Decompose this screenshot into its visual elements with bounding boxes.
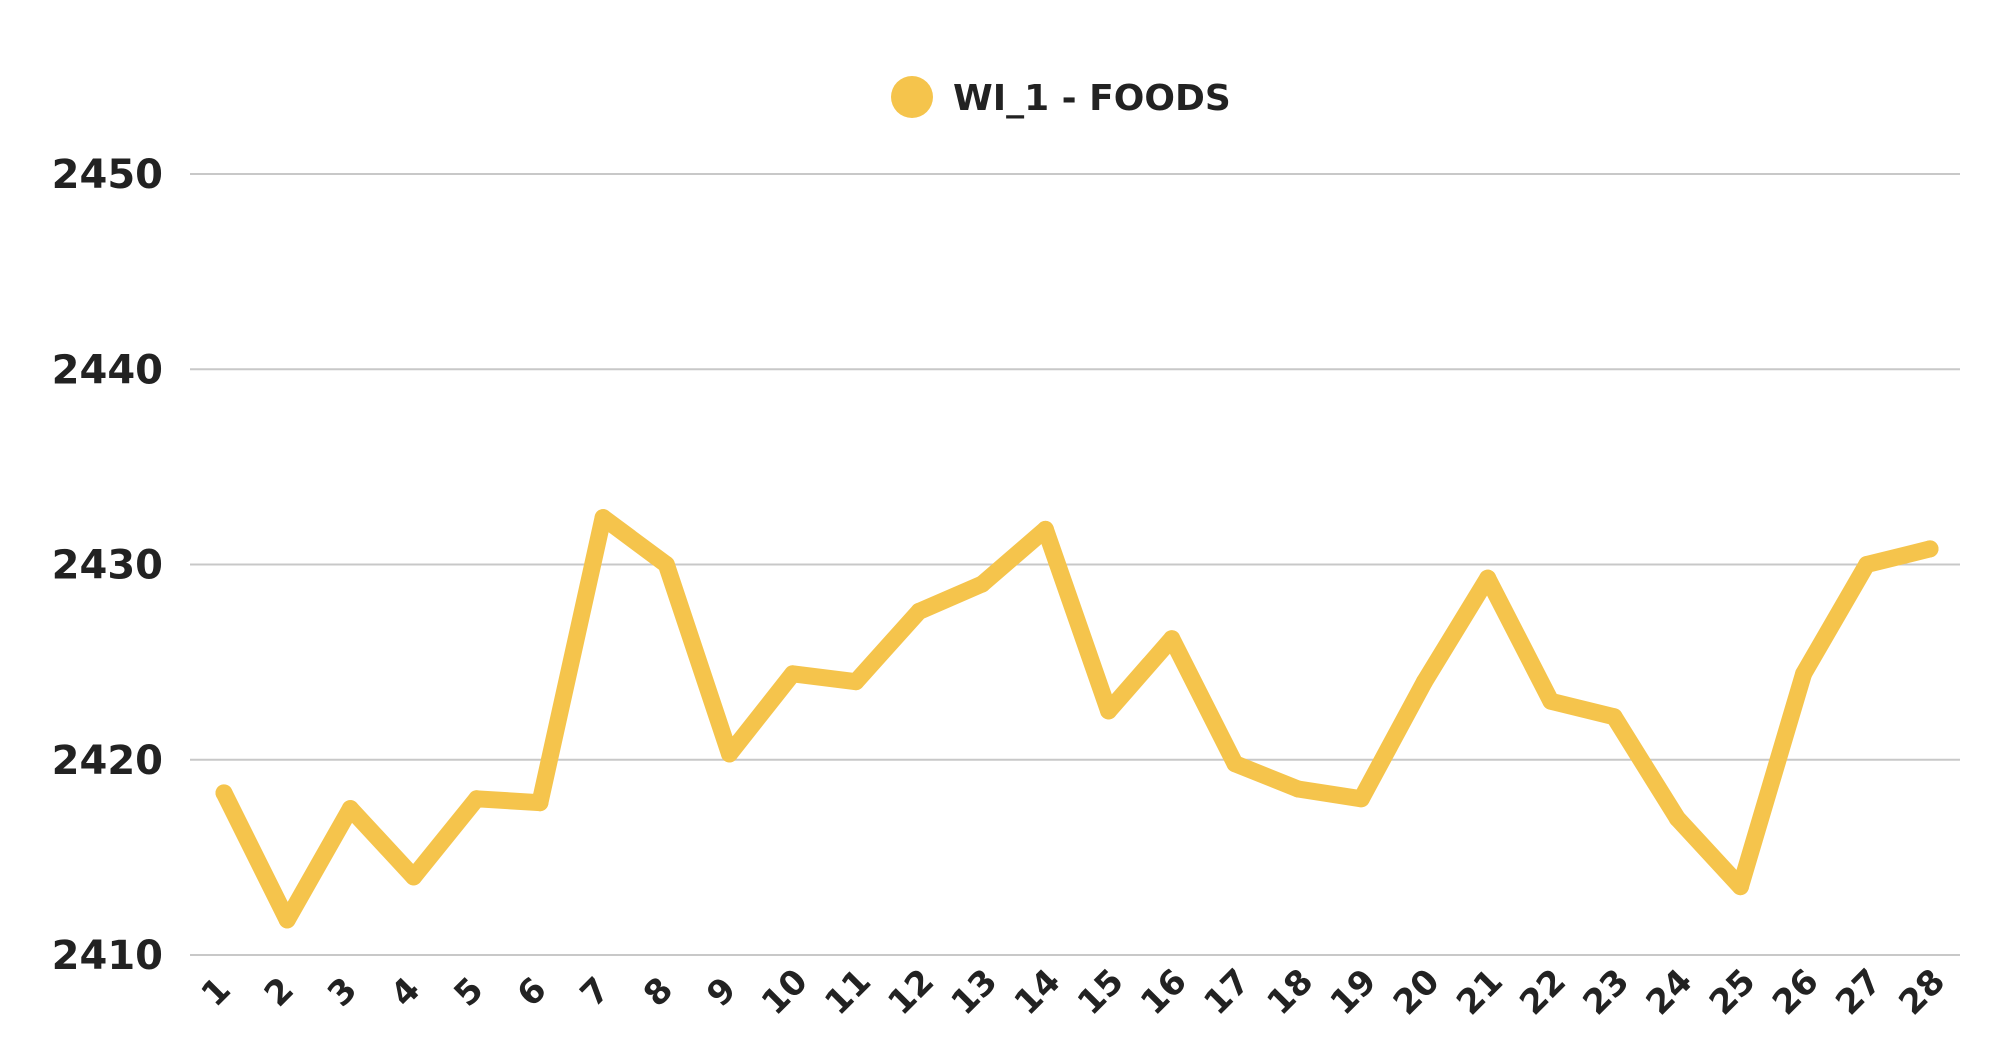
y-tick-label-2450: 2450 [52, 152, 163, 198]
data-point-10 [784, 665, 802, 683]
x-tick-label-6: 6 [510, 970, 555, 1015]
x-tick-label-13: 13 [944, 961, 1006, 1023]
data-point-28 [1921, 540, 1939, 558]
data-point-6 [531, 794, 549, 812]
data-point-16 [1163, 630, 1181, 648]
y-tick-label-2430: 2430 [52, 543, 163, 589]
data-point-4 [405, 868, 423, 886]
x-tick-label-15: 15 [1070, 961, 1132, 1023]
data-point-5 [468, 790, 486, 808]
data-point-3 [341, 800, 359, 818]
legend-marker-wi-1-foods [891, 76, 933, 118]
x-tick-label-27: 27 [1828, 961, 1890, 1023]
legend: WI_1 - FOODS [891, 76, 1231, 119]
x-tick-label-19: 19 [1323, 961, 1385, 1023]
y-axis-ticks: 2410 2420 2430 2440 2450 [52, 152, 163, 979]
x-tick-label-25: 25 [1702, 961, 1764, 1023]
x-tick-label-26: 26 [1765, 961, 1827, 1023]
x-tick-label-22: 22 [1512, 961, 1574, 1023]
series-layer [215, 509, 1939, 929]
data-point-26 [1795, 665, 1813, 683]
data-point-13 [973, 575, 991, 593]
x-tick-label-10: 10 [754, 961, 816, 1023]
x-tick-label-9: 9 [699, 970, 744, 1015]
data-point-1 [215, 784, 233, 802]
y-tick-label-2440: 2440 [52, 347, 163, 393]
x-tick-label-4: 4 [383, 970, 428, 1015]
x-tick-label-21: 21 [1449, 961, 1511, 1023]
y-tick-label-2410: 2410 [52, 933, 163, 979]
data-point-18 [1289, 780, 1307, 798]
data-point-20 [1416, 673, 1434, 691]
data-point-27 [1858, 556, 1876, 573]
x-tick-label-16: 16 [1133, 961, 1195, 1023]
x-tick-label-14: 14 [1007, 961, 1069, 1023]
x-tick-label-1: 1 [194, 970, 239, 1015]
x-tick-label-24: 24 [1639, 961, 1701, 1023]
x-tick-label-12: 12 [880, 961, 942, 1023]
series-line-wi-1-foods [215, 509, 1939, 929]
data-point-19 [1352, 790, 1370, 808]
data-point-21 [1479, 569, 1497, 587]
data-point-25 [1731, 878, 1749, 896]
x-tick-label-5: 5 [446, 970, 491, 1015]
x-tick-label-3: 3 [320, 970, 365, 1015]
data-point-7 [594, 509, 612, 527]
data-point-23 [1605, 708, 1623, 726]
x-tick-label-11: 11 [817, 961, 879, 1023]
data-point-17 [1226, 755, 1244, 773]
data-point-9 [720, 745, 738, 763]
data-point-24 [1668, 809, 1686, 827]
x-axis-ticks: 1 2 3 4 5 6 7 8 9 10 11 12 13 14 15 16 17 18 19 20 21 22 23 24 2… [194, 961, 1953, 1023]
legend-label-wi-1-foods: WI_1 - FOODS [953, 78, 1231, 119]
x-tick-label-23: 23 [1575, 961, 1637, 1023]
data-point-11 [847, 673, 865, 691]
data-point-14 [1036, 520, 1054, 538]
x-tick-label-8: 8 [636, 970, 681, 1015]
x-tick-label-18: 18 [1259, 961, 1321, 1023]
data-point-8 [657, 556, 675, 573]
x-tick-label-17: 17 [1196, 961, 1258, 1023]
x-tick-label-2: 2 [257, 970, 302, 1015]
data-point-22 [1542, 692, 1560, 710]
data-point-15 [1100, 702, 1118, 720]
x-tick-label-28: 28 [1891, 961, 1953, 1023]
data-point-2 [278, 911, 296, 929]
x-tick-label-20: 20 [1386, 961, 1448, 1023]
x-tick-label-7: 7 [573, 970, 618, 1015]
grid [190, 173, 1960, 956]
data-point-12 [910, 602, 928, 620]
y-tick-label-2420: 2420 [52, 738, 163, 784]
